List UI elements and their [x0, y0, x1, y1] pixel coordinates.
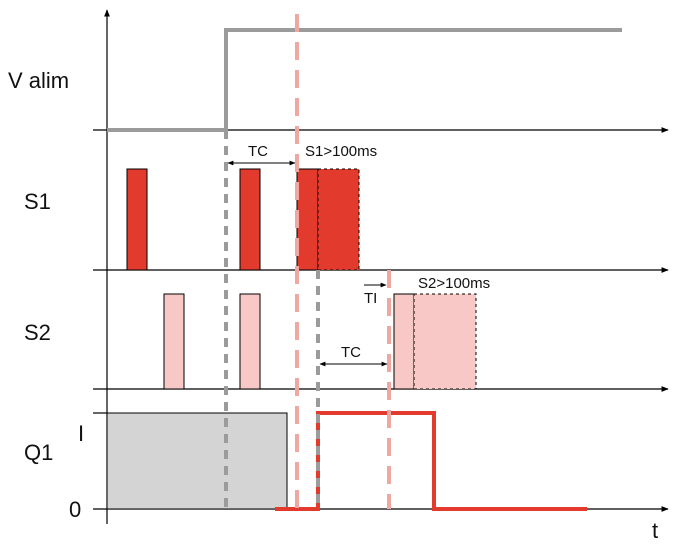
s1-pulse	[296, 168, 319, 271]
time-markers	[224, 14, 391, 509]
annotation-s2-gt: S2>100ms	[418, 275, 490, 292]
q1-initial-state	[106, 412, 288, 510]
annotation-ti: TI	[364, 290, 377, 307]
row-label-q1: Q1	[24, 440, 53, 465]
q1-level-low: 0	[69, 497, 81, 522]
time-axis-label: t	[652, 518, 658, 543]
row-label-s2: S2	[24, 320, 51, 345]
s2-pulse	[239, 293, 261, 390]
s1-pulses	[126, 168, 360, 271]
row-label-valim: V alim	[8, 68, 69, 93]
q1-level-high: I	[78, 421, 84, 446]
annotation-s1-gt: S1>100ms	[305, 143, 377, 160]
s1-pulse	[126, 168, 148, 271]
s2-pulses	[163, 293, 477, 390]
valim-signal	[107, 28, 622, 132]
s2-extended-pulse	[413, 293, 477, 390]
annotation-tc-2: TC	[341, 344, 361, 361]
s2-pulse	[163, 293, 185, 390]
s2-pulse	[393, 293, 415, 390]
annotation-tc-1: TC	[248, 143, 268, 160]
q1-output-signal	[275, 411, 587, 511]
dimension-arrows	[227, 160, 388, 367]
s1-extended-pulse	[317, 168, 360, 271]
row-label-s1: S1	[24, 189, 51, 214]
s1-pulse	[239, 168, 261, 271]
